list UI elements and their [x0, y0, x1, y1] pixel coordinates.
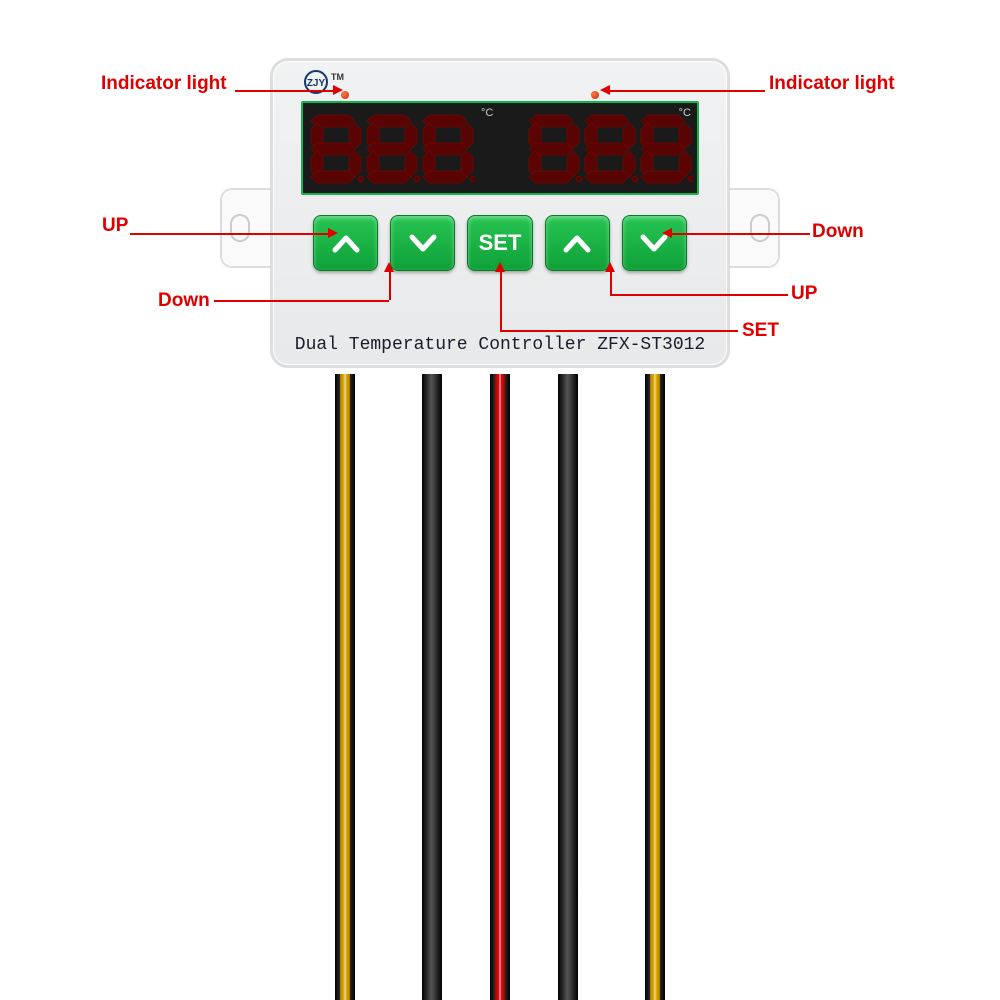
chevron-down-icon — [408, 232, 438, 254]
leader-line — [500, 330, 738, 332]
annot-down-left: Down — [158, 290, 210, 312]
product-label: Dual Temperature Controller ZFX-ST3012 — [273, 335, 727, 355]
up-right-button[interactable] — [545, 215, 610, 271]
leader-line — [235, 90, 335, 92]
down-right-button[interactable] — [622, 215, 687, 271]
arrow-icon — [333, 85, 343, 95]
annot-indicator-left: Indicator light — [101, 73, 227, 95]
arrow-icon — [662, 228, 672, 238]
wire — [422, 374, 442, 1000]
annot-indicator-right: Indicator light — [769, 73, 895, 95]
leader-line — [610, 294, 788, 296]
arrow-icon — [495, 262, 505, 272]
down-left-button[interactable] — [390, 215, 455, 271]
leader-line — [130, 233, 330, 235]
leader-line — [214, 300, 389, 302]
annot-up-right: UP — [791, 283, 817, 305]
arrow-icon — [328, 228, 338, 238]
up-left-button[interactable] — [313, 215, 378, 271]
leader-line — [672, 233, 810, 235]
mount-ear-left — [220, 188, 275, 268]
leader-line — [610, 90, 765, 92]
arrow-icon — [600, 85, 610, 95]
wire — [645, 374, 665, 1000]
leader-line — [389, 270, 391, 300]
annot-up-left: UP — [102, 215, 128, 237]
arrow-icon — [605, 262, 615, 272]
leader-line — [500, 270, 502, 330]
wire — [558, 374, 578, 1000]
set-button-label: SET — [479, 230, 522, 256]
wire — [335, 374, 355, 1000]
mount-ear-right — [725, 188, 780, 268]
annot-down-right: Down — [812, 221, 864, 243]
chevron-up-icon — [562, 232, 592, 254]
leader-line — [610, 270, 612, 294]
annot-set: SET — [742, 320, 779, 342]
arrow-icon — [384, 262, 394, 272]
wire — [490, 374, 510, 1000]
